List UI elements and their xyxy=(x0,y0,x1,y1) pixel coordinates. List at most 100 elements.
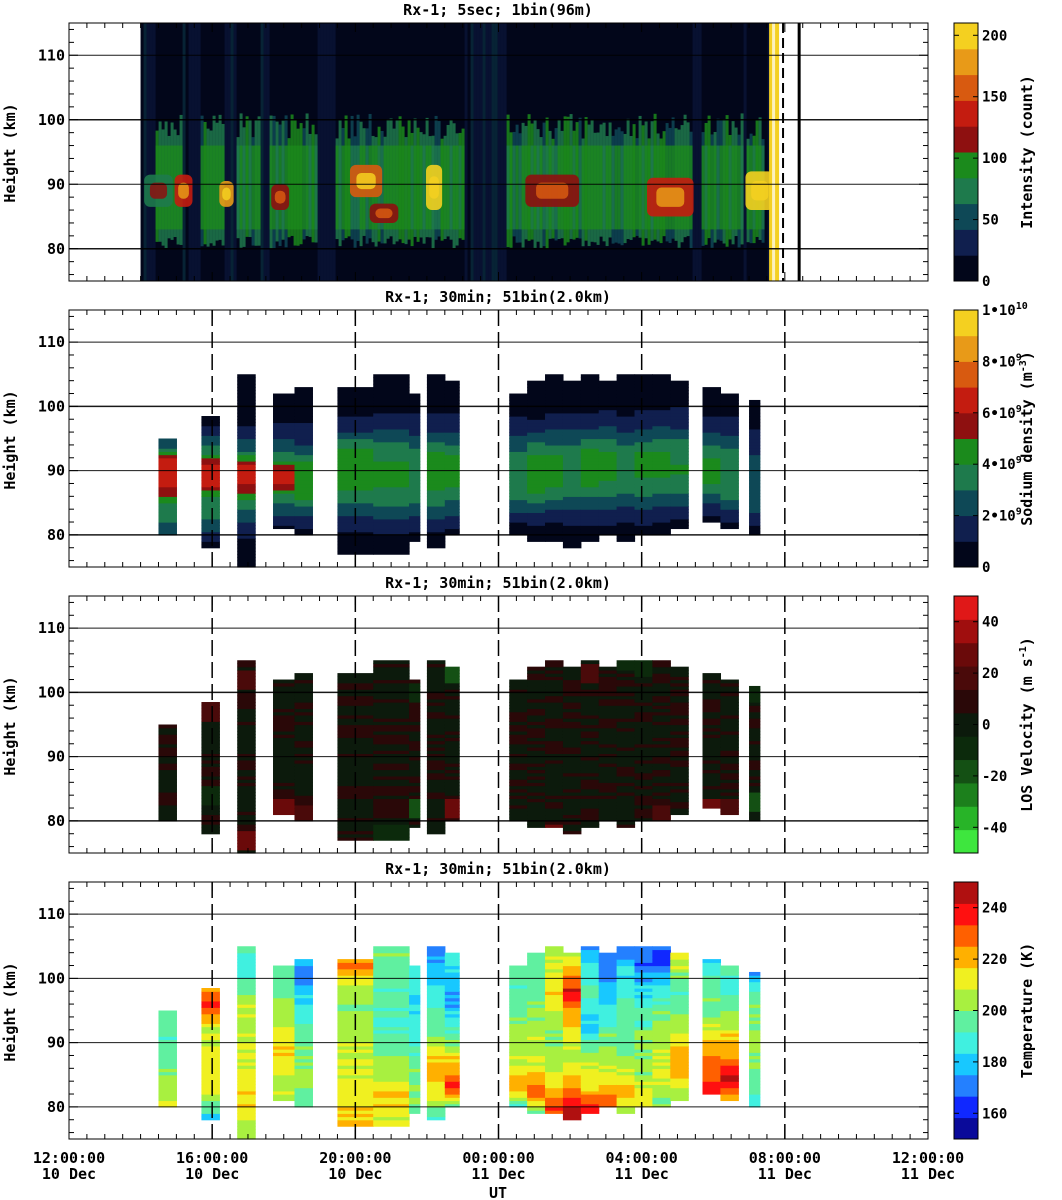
data-cell xyxy=(580,769,600,774)
sodium-layer-peak xyxy=(222,187,231,201)
data-cell xyxy=(652,695,671,700)
data-cell xyxy=(598,518,618,523)
data-cell xyxy=(237,705,256,710)
data-cell xyxy=(616,1081,636,1085)
data-cell xyxy=(426,727,446,732)
data-cell xyxy=(237,714,256,719)
data-cell xyxy=(598,1103,618,1108)
data-cell xyxy=(426,1026,446,1031)
data-cell xyxy=(237,432,256,436)
data-cell xyxy=(562,1039,582,1044)
data-cell xyxy=(652,454,671,459)
data-cell xyxy=(444,496,460,501)
data-cell xyxy=(527,1077,546,1082)
intensity-streak xyxy=(713,145,717,230)
data-cell xyxy=(580,782,600,787)
data-cell xyxy=(580,1023,600,1028)
data-cell xyxy=(294,1094,313,1098)
data-cell xyxy=(237,1081,256,1085)
data-cell xyxy=(720,769,739,774)
data-cell xyxy=(545,734,564,738)
data-cell xyxy=(670,734,689,738)
data-cell xyxy=(634,952,654,957)
data-cell xyxy=(634,457,654,462)
data-cell xyxy=(426,1103,446,1108)
data-cell xyxy=(580,988,600,992)
data-cell xyxy=(670,695,689,700)
data-cell xyxy=(373,531,410,536)
data-cell xyxy=(580,705,600,710)
data-cell xyxy=(444,460,460,465)
data-cell xyxy=(702,1052,722,1057)
data-cell xyxy=(616,763,636,767)
data-cell xyxy=(273,705,296,710)
data-cell xyxy=(545,740,564,745)
data-cell xyxy=(273,981,296,986)
data-cell xyxy=(616,791,636,796)
data-cell xyxy=(527,679,546,684)
data-cell xyxy=(294,1077,313,1082)
data-cell xyxy=(580,682,600,687)
data-cell xyxy=(201,470,220,475)
data-cell xyxy=(509,515,528,520)
data-cell xyxy=(545,1020,564,1024)
data-cell xyxy=(580,1058,600,1063)
data-cell xyxy=(509,1020,528,1024)
data-cell xyxy=(749,737,761,742)
data-cell xyxy=(670,1020,689,1024)
data-cell xyxy=(702,1074,722,1079)
data-cell xyxy=(545,377,564,382)
data-cell xyxy=(580,454,600,459)
intensity-streak xyxy=(503,23,507,281)
data-cell xyxy=(634,660,654,665)
data-cell xyxy=(634,1058,654,1063)
data-cell xyxy=(409,448,421,452)
data-cell xyxy=(426,737,446,742)
data-cell xyxy=(670,493,689,497)
data-cell xyxy=(426,981,446,986)
data-cell xyxy=(237,952,256,957)
data-cell xyxy=(509,817,528,822)
data-cell xyxy=(749,486,761,491)
data-cell xyxy=(616,711,636,716)
data-cell xyxy=(201,425,220,430)
data-cell xyxy=(237,422,256,427)
data-cell xyxy=(616,1000,636,1005)
data-cell xyxy=(545,435,564,440)
data-cell xyxy=(237,669,256,674)
data-cell xyxy=(720,1029,739,1034)
data-cell xyxy=(545,1013,564,1018)
data-cell xyxy=(409,785,421,790)
data-cell xyxy=(634,435,654,440)
data-cell xyxy=(580,387,600,391)
intensity-streak xyxy=(203,145,207,230)
data-cell xyxy=(652,984,671,989)
data-cell xyxy=(237,759,256,764)
data-cell xyxy=(562,666,582,671)
data-cell xyxy=(545,460,564,465)
intensity-streak xyxy=(707,145,711,230)
y-tick-label: 90 xyxy=(47,462,65,480)
data-cell xyxy=(527,493,546,497)
data-cell xyxy=(545,971,564,976)
data-cell xyxy=(426,991,446,996)
data-cell xyxy=(670,444,689,449)
data-cell xyxy=(527,955,546,960)
data-cell xyxy=(158,743,177,748)
data-cell xyxy=(652,1077,671,1082)
data-cell xyxy=(273,804,296,809)
data-cell xyxy=(444,438,460,443)
data-cell xyxy=(527,1081,546,1085)
data-cell xyxy=(273,438,296,443)
y-tick-label: 100 xyxy=(38,969,65,987)
data-cell xyxy=(509,740,528,745)
data-cell xyxy=(652,753,671,758)
data-cell xyxy=(652,451,671,456)
data-cell xyxy=(749,698,761,703)
data-cell xyxy=(273,695,296,700)
data-cell xyxy=(426,525,446,530)
data-cell xyxy=(409,1074,421,1079)
data-cell xyxy=(580,666,600,671)
data-cell xyxy=(373,724,410,729)
